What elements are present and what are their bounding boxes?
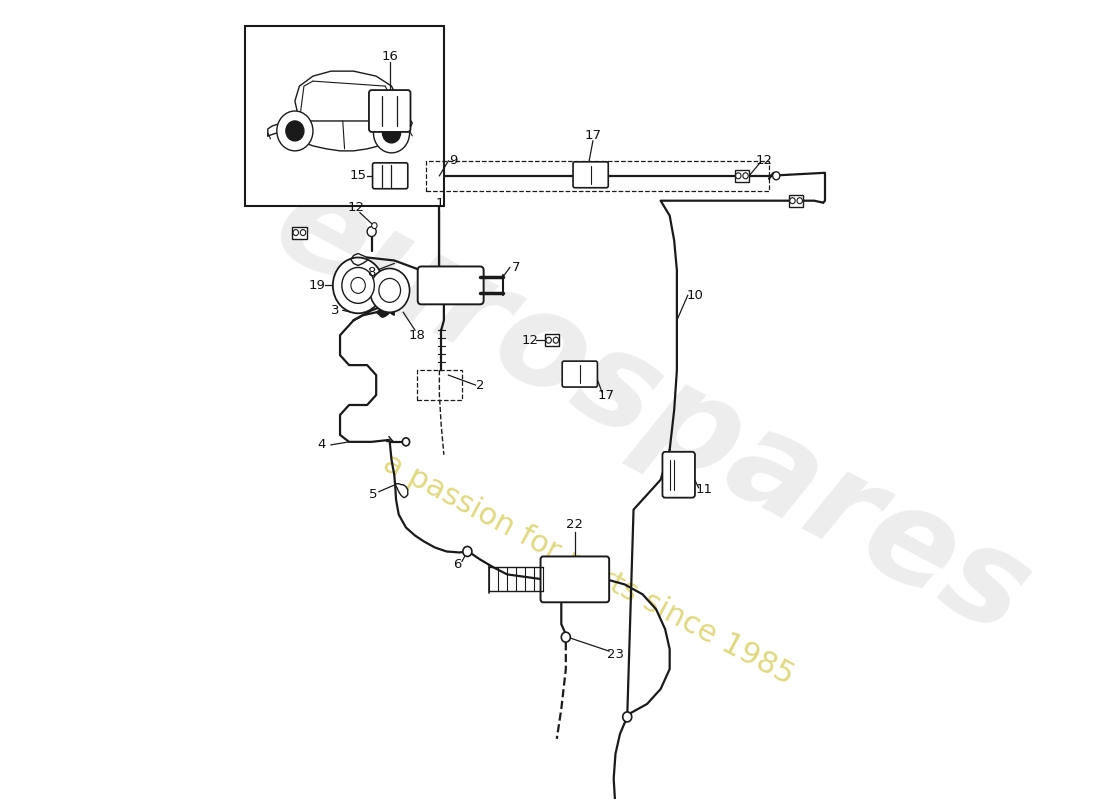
FancyBboxPatch shape [418, 266, 484, 304]
Circle shape [300, 230, 306, 235]
Circle shape [293, 230, 298, 235]
Circle shape [772, 172, 780, 180]
Text: 17: 17 [598, 389, 615, 402]
Text: 8: 8 [367, 266, 376, 279]
Polygon shape [393, 310, 394, 315]
Circle shape [553, 338, 559, 343]
FancyBboxPatch shape [662, 452, 695, 498]
Bar [544, 334, 560, 346]
Circle shape [383, 123, 400, 143]
Polygon shape [385, 308, 388, 316]
Polygon shape [383, 307, 385, 318]
Text: 15: 15 [350, 170, 366, 182]
Circle shape [286, 121, 304, 141]
Text: 9: 9 [449, 154, 458, 167]
Text: a passion for parts since 1985: a passion for parts since 1985 [378, 448, 799, 690]
Text: 10: 10 [686, 289, 703, 302]
Polygon shape [376, 310, 378, 314]
Circle shape [370, 269, 409, 312]
Text: 12: 12 [756, 154, 773, 167]
Circle shape [561, 632, 570, 642]
Text: 16: 16 [382, 50, 398, 62]
Circle shape [623, 712, 631, 722]
Circle shape [546, 338, 551, 343]
Polygon shape [389, 310, 393, 314]
Text: 4: 4 [318, 438, 327, 451]
Text: 19: 19 [309, 279, 326, 292]
Bar [417, 370, 462, 400]
Text: 11: 11 [695, 483, 713, 496]
FancyBboxPatch shape [373, 163, 408, 189]
Circle shape [351, 278, 365, 294]
Circle shape [403, 438, 409, 446]
Text: 6: 6 [453, 558, 462, 571]
Text: 17: 17 [584, 130, 602, 142]
Bar [735, 170, 749, 182]
Bar [789, 194, 803, 206]
Circle shape [736, 173, 741, 178]
Circle shape [378, 278, 400, 302]
FancyBboxPatch shape [573, 162, 608, 188]
Text: 23: 23 [607, 648, 624, 661]
Polygon shape [381, 307, 383, 318]
Bar [293, 226, 307, 238]
Polygon shape [378, 308, 381, 316]
Text: 12: 12 [348, 201, 365, 214]
Circle shape [790, 198, 795, 204]
Circle shape [742, 173, 748, 178]
Text: 12: 12 [521, 334, 538, 346]
Circle shape [367, 226, 376, 237]
Bar [245, 26, 444, 206]
Circle shape [342, 267, 374, 303]
Text: 1: 1 [436, 197, 443, 210]
Text: 3: 3 [331, 304, 340, 317]
FancyBboxPatch shape [540, 557, 609, 602]
Text: 18: 18 [408, 329, 426, 342]
Text: 7: 7 [512, 261, 520, 274]
Circle shape [277, 111, 313, 151]
FancyBboxPatch shape [368, 90, 410, 132]
Text: 22: 22 [566, 518, 583, 531]
Circle shape [372, 222, 377, 229]
Bar [426, 161, 769, 190]
Circle shape [374, 113, 409, 153]
Polygon shape [388, 310, 389, 314]
Circle shape [798, 198, 802, 204]
Text: 2: 2 [476, 378, 484, 391]
Circle shape [333, 258, 384, 314]
FancyBboxPatch shape [562, 361, 597, 387]
Circle shape [463, 546, 472, 557]
Text: 5: 5 [370, 488, 377, 501]
Text: eurospares: eurospares [253, 158, 1049, 662]
